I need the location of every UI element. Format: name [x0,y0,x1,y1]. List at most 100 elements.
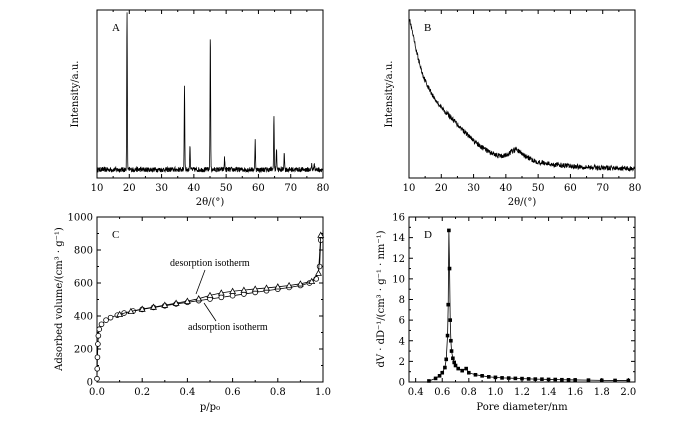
ytick-label: 16 [392,213,405,224]
pore-point [427,379,431,383]
xtick-label: 10 [91,183,104,194]
pore-point [473,372,478,377]
panel-a-ylabel: Intensity/a.u. [70,61,81,128]
xtick-label: 20 [435,183,448,194]
pore-point [573,378,577,382]
desorption-point [317,231,325,238]
ytick-label: 8 [399,295,405,306]
pore-point [540,377,544,382]
xtick-label: 40 [187,183,200,194]
pore-point [464,366,468,371]
panel-a-xticks: 10 20 30 40 50 60 70 80 [91,10,330,194]
xtick-label: 30 [155,183,168,194]
panel-c: C Adsorbed volume/(cm³ · g⁻¹) p/p₀ 0.0 0.… [54,213,331,414]
adsorption-point [316,263,323,270]
pore-point [445,333,450,338]
xtick-label: 30 [467,183,480,194]
pore-point [443,365,447,370]
pore-point [506,376,511,380]
xtick-label: 0.2 [134,387,150,398]
pore-point [460,368,464,373]
panel-d-frame [408,216,636,383]
pore-point [566,378,571,382]
pore-point [433,376,438,381]
ytick-label: 800 [74,246,93,257]
pore-point [446,302,451,307]
pore-point [467,370,471,375]
adsorption-point [229,292,236,299]
xtick-label: 0.4 [408,387,424,398]
pore-point [526,377,531,381]
pore-point [533,377,538,381]
pore-point [480,374,484,378]
panel-a: A Intensity/a.u. 2θ/(°) 10 20 30 40 50 60 70 80 [70,9,330,208]
ytick-label: 200 [74,345,93,356]
xtick-label: 0.6 [225,387,241,398]
pore-point [586,378,591,382]
pore-point [560,377,564,382]
xtick-label: 0.0 [89,387,105,398]
annotation-adsorption: adsorption isotherm [188,322,268,333]
panel-b-xticks: 10 20 30 40 50 60 70 80 [403,10,642,194]
pore-point [437,374,442,378]
series-line-1 [119,235,322,315]
desorption-point [296,280,304,287]
pore-point [453,363,458,368]
adsorption-point [313,276,320,282]
pore-point [448,318,453,322]
adsorption-point [95,332,102,339]
xtick-label: 80 [317,183,330,194]
panel-d-label: D [424,229,432,241]
ytick-label: 6 [399,316,405,327]
pore-point [447,228,451,233]
panel-d-xlabel: Pore diameter/nm [476,402,568,413]
desorption-point [229,287,237,294]
xtick-label: 70 [284,183,297,194]
panel-c-ylabel: Adsorbed volume/(cm³ · g⁻¹) [54,227,65,372]
desorption-point [217,289,225,296]
desorption-point [150,303,157,310]
adsorption-point [96,326,103,333]
xtick-label: 80 [629,183,642,194]
xtick-label: 0.8 [461,387,477,398]
adsorption-point [95,341,101,347]
adsorption-point [218,294,225,301]
desorption-point [195,295,203,302]
xtick-label: 0.8 [270,387,286,398]
pore-point [599,378,604,383]
desorption-point [172,299,180,306]
pore-point [452,360,456,365]
adsorption-point [94,375,100,382]
pore-point [500,376,504,380]
xtick-label: 60 [252,183,265,194]
xtick-label: 2.0 [620,387,636,398]
annotation-adsorption-arrow [203,302,217,322]
adsorption-point [103,317,109,323]
pore-point [456,366,460,371]
xtick-label: 0.4 [179,387,195,398]
ytick-label: 600 [74,279,93,290]
xtick-label: 70 [596,183,609,194]
ytick-label: 14 [392,233,405,244]
xtick-label: 40 [499,183,512,194]
panel-d-ylabel: dV · dD⁻¹/(cm³ · g⁻¹ · nm⁻¹) [376,230,387,367]
panel-b-label: B [424,22,431,34]
pore-point [513,376,518,381]
panel-b-xlabel: 2θ/(°) [508,197,537,208]
pore-point [451,356,455,361]
pore-point [613,378,617,383]
xtick-label: 50 [532,183,545,194]
desorption-point [116,310,124,317]
pore-point [546,377,551,382]
ytick-label: 10 [392,274,405,285]
panel-a-label: A [112,22,120,34]
pore-point [444,357,449,362]
ytick-label: 12 [392,254,405,265]
pore-point [553,377,558,382]
ytick-label: 2 [399,357,405,368]
ytick-label: 400 [74,312,93,323]
panel-c-ticks: 0.0 0.2 0.4 0.6 0.8 1.0 0 200 400 600 800 1000 [68,213,331,399]
series-line-0 [428,230,629,382]
pore-point [449,349,454,353]
